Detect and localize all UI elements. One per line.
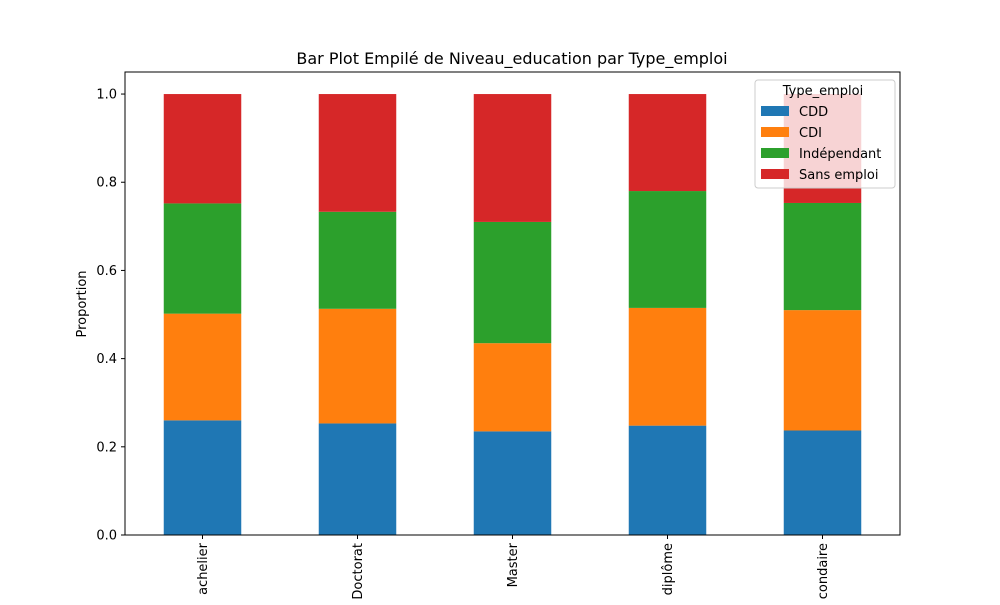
x-tick-label: Master (506, 542, 521, 587)
bar-cdd-secondaire (783, 430, 862, 535)
bar-independant-sans-diplome (628, 191, 707, 308)
x-tick-label: condaire (816, 543, 831, 599)
y-tick-label: 0.4 (96, 352, 117, 367)
x-tick-label: achelier (196, 542, 211, 595)
legend-label-independant: Indépendant (799, 147, 881, 162)
bar-cdd-doctorat (318, 423, 397, 535)
y-tick-label: 0.2 (96, 440, 117, 455)
legend-title: Type_emploi (782, 84, 863, 99)
legend-label-sans-emploi: Sans emploi (799, 168, 878, 183)
bar-sans-emploi-bachelier (163, 94, 242, 204)
bar-sans-emploi-doctorat (318, 94, 397, 212)
legend-swatch-independant (761, 148, 789, 158)
bar-cdi-doctorat (318, 308, 397, 424)
bar-cdd-sans-diplome (628, 425, 707, 535)
legend-label-cdd: CDD (799, 105, 828, 120)
y-tick-label: 0.8 (96, 176, 117, 191)
bar-cdi-bachelier (163, 313, 242, 421)
bar-independant-secondaire (783, 202, 862, 311)
y-axis-label: Proportion (75, 270, 90, 337)
y-tick-label: 0.0 (96, 529, 117, 544)
x-tick-label: Doctorat (351, 543, 366, 600)
bar-cdi-sans-diplome (628, 307, 707, 426)
bar-cdd-bachelier (163, 420, 242, 535)
bars-layer (163, 94, 862, 535)
y-tick-label: 1.0 (96, 88, 117, 103)
bar-independant-bachelier (163, 203, 242, 314)
legend: Type_emploi CDD CDI Indépendant Sans emploi (754, 79, 896, 189)
bar-cdd-master (473, 431, 552, 535)
legend-label-cdi: CDI (799, 126, 822, 141)
bar-sans-emploi-master (473, 94, 552, 222)
legend-box (754, 79, 896, 189)
bar-independant-master (473, 221, 552, 344)
bar-cdi-secondaire (783, 310, 862, 431)
legend-swatch-cdi (761, 127, 789, 137)
legend-swatch-sans-emploi (761, 169, 789, 179)
bar-sans-emploi-sans-diplome (628, 94, 707, 192)
legend-swatch-cdd (761, 106, 789, 116)
axes-layer: 0.0 0.2 0.4 0.6 0.8 1.0 achelier Doctorat Master… (96, 71, 901, 600)
x-tick-label: diplôme (661, 543, 676, 595)
y-tick-label: 0.6 (96, 264, 117, 279)
bar-independant-doctorat (318, 211, 397, 309)
chart-title: Bar Plot Empilé de Niveau_education par … (296, 49, 727, 69)
bar-cdi-master (473, 343, 552, 432)
